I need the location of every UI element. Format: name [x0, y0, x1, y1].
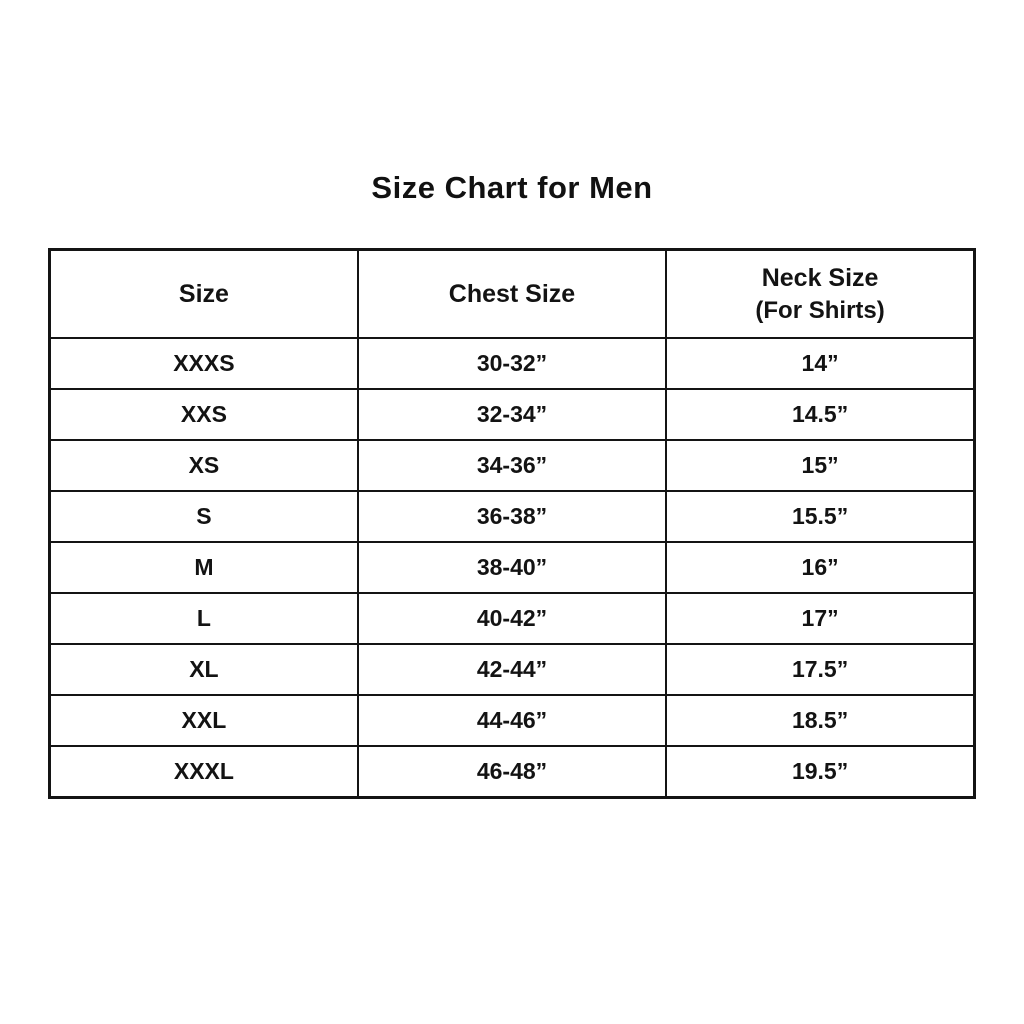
size-cell: XXXS: [48, 337, 359, 390]
size-cell: XS: [48, 439, 359, 492]
neck-size-cell: 14.5”: [665, 388, 976, 441]
column-header-neck-size-label: Neck Size: [761, 264, 879, 293]
chest-size-cell: 38-40”: [356, 541, 668, 594]
neck-size-cell: 17.5”: [665, 643, 976, 696]
size-cell: M: [48, 541, 359, 594]
neck-size-cell: 15”: [665, 439, 976, 492]
table-row: XXS 32-34” 14.5”: [48, 388, 976, 441]
table-row: XL 42-44” 17.5”: [48, 643, 976, 696]
chest-size-cell: 30-32”: [356, 337, 668, 390]
table-row: L 40-42” 17”: [48, 592, 976, 645]
chest-size-cell: 36-38”: [356, 490, 668, 543]
column-header-neck-size: Neck Size (For Shirts): [665, 248, 976, 339]
chest-size-cell: 34-36”: [356, 439, 668, 492]
table-row: XS 34-36” 15”: [48, 439, 976, 492]
table-body: XXXS 30-32” 14” XXS 32-34” 14.5” XS 34-36” 15” S 3…: [48, 337, 976, 799]
size-cell: XXXL: [48, 745, 359, 799]
chest-size-cell: 44-46”: [356, 694, 668, 747]
table-row: XXL 44-46” 18.5”: [48, 694, 976, 747]
neck-size-cell: 17”: [665, 592, 976, 645]
chest-size-cell: 32-34”: [356, 388, 668, 441]
neck-size-cell: 15.5”: [665, 490, 976, 543]
chest-size-cell: 46-48”: [356, 745, 668, 799]
table-row: XXXS 30-32” 14”: [48, 337, 976, 390]
size-cell: XXL: [48, 694, 359, 747]
page-title: Size Chart for Men: [371, 170, 653, 205]
size-cell: L: [48, 592, 359, 645]
chest-size-cell: 40-42”: [356, 592, 668, 645]
table-header: Size Chest Size Neck Size (For Shirts): [48, 248, 976, 339]
neck-size-cell: 18.5”: [665, 694, 976, 747]
column-header-chest-size-label: Chest Size: [448, 279, 576, 308]
column-header-chest-size: Chest Size: [356, 248, 668, 339]
column-header-neck-size-sublabel: (For Shirts): [755, 296, 885, 324]
header-row: Size Chest Size Neck Size (For Shirts): [48, 248, 976, 339]
column-header-size-label: Size: [178, 279, 229, 308]
size-cell: XL: [48, 643, 359, 696]
neck-size-cell: 19.5”: [665, 745, 976, 799]
size-chart-table: Size Chest Size Neck Size (For Shirts) X…: [48, 248, 976, 799]
size-cell: XXS: [48, 388, 359, 441]
chest-size-cell: 42-44”: [356, 643, 668, 696]
table-row: XXXL 46-48” 19.5”: [48, 745, 976, 799]
table-row: M 38-40” 16”: [48, 541, 976, 594]
neck-size-cell: 16”: [665, 541, 976, 594]
size-cell: S: [48, 490, 359, 543]
neck-size-cell: 14”: [665, 337, 976, 390]
column-header-size: Size: [48, 248, 359, 339]
table-row: S 36-38” 15.5”: [48, 490, 976, 543]
